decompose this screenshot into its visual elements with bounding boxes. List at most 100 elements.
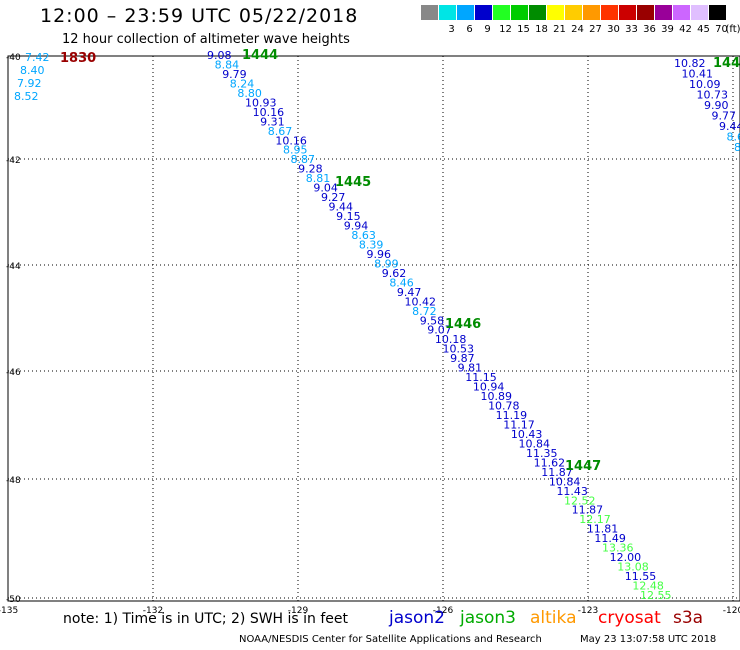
legend-label: 70 [715,24,728,35]
wave-height-value: 9.94 [344,220,369,233]
legend-label: 30 [607,24,620,35]
map-frame [7,55,740,602]
legend-swatch [673,5,690,20]
wave-height-value: 13.36 [602,542,634,555]
legend-label: 9 [484,24,491,35]
x-tick-label: -132 [143,606,163,616]
footer-note: note: 1) Time is in UTC; 2) SWH is in fe… [63,611,349,627]
wave-height-value: 11.17 [503,418,535,431]
wave-height-value: 8.84 [215,58,240,71]
legend-label: 21 [553,24,566,35]
legend-swatch [565,5,582,20]
legend-label: 18 [535,24,548,35]
wave-height-value: 10.84 [549,475,581,488]
legend-swatch [709,5,726,20]
wave-height-value: 8.6 [727,131,740,144]
legend-label: 33 [625,24,638,35]
legend-swatch [655,5,672,20]
wave-height-value: 11.19 [496,409,527,422]
y-tick-label: -48 [6,476,21,486]
legend-swatch [547,5,564,20]
x-tick-label: -126 [433,606,454,616]
wave-height-value: 9.07 [427,324,452,337]
y-tick-label: -42 [6,156,21,166]
wave-height-value: 8.40 [20,64,45,77]
wave-height-value: 9.58 [420,314,445,327]
wave-height-value: 8.87 [291,153,316,166]
legend-swatch [691,5,708,20]
legend-swatch [475,5,492,20]
legend-swatch [601,5,618,20]
pass-time-label: 1446 [445,317,481,332]
wave-height-value: 11.35 [526,447,558,460]
wave-height-value: 9.44 [329,201,354,214]
legend-swatch [493,5,510,20]
wave-height-value: 10.82 [674,57,706,70]
wave-height-value: 9.47 [397,286,422,299]
legend-label: 6 [466,24,473,35]
legend-label: 36 [643,24,656,35]
legend-label: 3 [448,24,455,35]
wave-height-value: 8.80 [237,87,262,100]
wave-height-value: 8.99 [374,257,399,270]
wave-height-value: 9.81 [458,362,483,375]
wave-height-value: 9.15 [336,210,361,223]
x-tick-label: -123 [578,606,598,616]
y-tick-label: -50 [6,595,21,605]
wave-height-value: 10.93 [245,96,277,109]
legend-swatch [421,5,438,20]
legend-label: 12 [499,24,512,35]
wave-height-value: 9.87 [450,352,475,365]
wave-height-value: 12.17 [579,513,611,526]
wave-height-value: 9.77 [712,110,737,123]
wave-height-value: 9.96 [367,248,392,261]
wave-height-value: 13.08 [617,561,649,574]
legend-label: 24 [571,24,584,35]
legend-label: 15 [517,24,530,35]
satellite-jason2: jason2 [389,608,445,628]
y-tick-label: -44 [6,262,21,272]
wave-height-value: 9.28 [298,163,323,176]
wave-height-value: 8.39 [359,238,384,251]
legend-swatch [637,5,654,20]
legend-label: 42 [679,24,692,35]
wave-height-value: 8.81 [306,172,331,185]
legend-swatch [583,5,600,20]
pass-time-label: 1444 [713,56,740,71]
wave-height-value: 10.41 [682,68,714,81]
generated-timestamp: May 23 13:07:58 UTC 2018 [580,634,717,645]
pass-time-label: 1447 [565,459,601,474]
satellite-s3a: s3a [673,608,704,628]
wave-height-value: 7.92 [17,77,42,90]
wave-height-value: 10.73 [697,89,729,102]
wave-height-value: 12.48 [632,580,664,593]
wave-height-value: 12.52 [564,494,596,507]
wave-height-value: 10.42 [405,295,437,308]
y-tick-label: -40 [6,53,21,63]
wave-height-value: 9.04 [313,182,338,195]
pass-time-label: 1444 [242,48,278,63]
wave-height-value: 10.18 [435,333,467,346]
wave-height-value: 9.44 [719,120,740,133]
wave-height-value: 11.87 [572,504,604,517]
wave-height-value: 10.16 [253,106,285,119]
wave-height-value: 12.55 [640,589,672,602]
wave-height-value: 8.63 [351,229,376,242]
wave-height-value: 9.31 [260,115,285,128]
wave-height-value: 10.09 [689,78,721,91]
legend-label: 39 [661,24,674,35]
wave-height-value: 9.27 [321,191,346,204]
wave-height-value: 8.24 [230,77,255,90]
wave-height-value: 8.52 [14,90,39,103]
wave-height-value: 9.90 [704,99,729,112]
wave-height-value: 10.16 [275,134,307,147]
x-tick-label: -129 [288,606,309,616]
wave-height-value: 10.89 [480,390,512,403]
wave-height-value: 10.43 [511,428,542,441]
satellite-cryosat: cryosat [598,608,661,628]
legend-unit: (ft) [725,24,740,35]
y-tick-label: -46 [6,368,21,378]
x-tick-label: -135 [0,606,18,616]
wave-height-value: 10.78 [488,400,520,413]
